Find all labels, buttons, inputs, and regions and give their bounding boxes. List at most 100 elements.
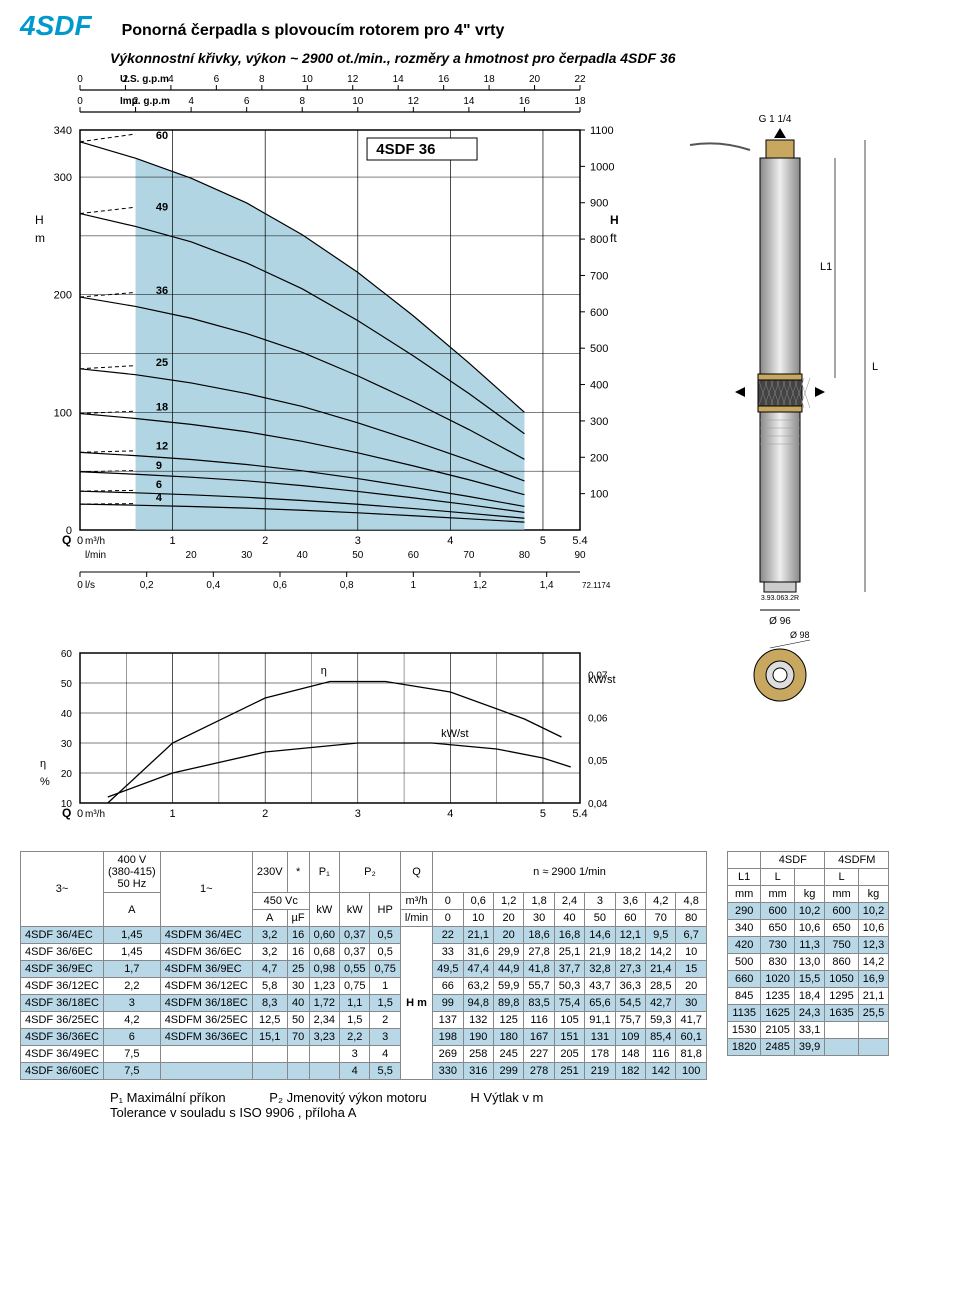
svg-text:60: 60 <box>61 649 73 660</box>
svg-text:9: 9 <box>156 460 162 472</box>
svg-text:l/min: l/min <box>85 550 106 561</box>
svg-text:12: 12 <box>156 440 168 452</box>
svg-text:18: 18 <box>484 74 496 85</box>
svg-text:6: 6 <box>244 96 250 107</box>
svg-text:0,2: 0,2 <box>140 580 154 591</box>
svg-text:0,8: 0,8 <box>340 580 354 591</box>
svg-text:H: H <box>35 213 44 227</box>
pump-diagram: G 1 1/43.93.063.2RL1LØ 96Ø 98 <box>670 100 900 720</box>
svg-text:4: 4 <box>156 492 163 504</box>
svg-text:30: 30 <box>61 739 73 750</box>
svg-text:80: 80 <box>519 550 531 561</box>
svg-text:U.S. g.p.m: U.S. g.p.m <box>120 74 169 85</box>
footer-p1: P₁ Maximální příkon <box>110 1090 226 1105</box>
svg-text:0: 0 <box>77 808 83 820</box>
svg-text:60: 60 <box>408 550 420 561</box>
svg-text:Ø 96: Ø 96 <box>769 616 791 627</box>
svg-text:30: 30 <box>241 550 253 561</box>
svg-text:400: 400 <box>590 380 608 392</box>
svg-text:4: 4 <box>447 808 453 820</box>
curve-description: Výkonnostní křivky, výkon ~ 2900 ot./min… <box>110 50 940 66</box>
svg-text:18: 18 <box>156 402 168 414</box>
svg-text:8: 8 <box>259 74 265 85</box>
svg-text:1: 1 <box>170 808 176 820</box>
svg-text:600: 600 <box>590 307 608 319</box>
svg-text:25: 25 <box>156 357 168 369</box>
svg-text:72.1174: 72.1174 <box>582 581 611 590</box>
main-title: 4SDF <box>20 10 92 42</box>
svg-text:700: 700 <box>590 270 608 282</box>
svg-text:4SDF 36: 4SDF 36 <box>376 141 435 158</box>
svg-text:90: 90 <box>574 550 586 561</box>
svg-text:3: 3 <box>355 808 361 820</box>
svg-text:100: 100 <box>54 407 72 419</box>
svg-text:10: 10 <box>352 96 364 107</box>
svg-text:500: 500 <box>590 343 608 355</box>
svg-text:20: 20 <box>529 74 541 85</box>
svg-text:1,4: 1,4 <box>540 580 554 591</box>
svg-text:0,05: 0,05 <box>588 756 608 767</box>
spec-table: 3~400 V(380-415)50 Hz1~230V*P₁P₂Qn ≈ 290… <box>20 851 707 1080</box>
svg-text:100: 100 <box>590 489 608 501</box>
svg-text:Q: Q <box>62 533 71 547</box>
svg-text:m³/h: m³/h <box>85 809 105 820</box>
svg-text:3: 3 <box>355 535 361 547</box>
svg-text:20: 20 <box>61 769 73 780</box>
svg-text:H: H <box>610 213 619 227</box>
efficiency-chart: 0123455.41020304050600,040,050,060,07ηkW… <box>20 643 640 833</box>
svg-text:kW/st: kW/st <box>441 728 469 740</box>
svg-text:12: 12 <box>347 74 359 85</box>
svg-text:G 1 1/4: G 1 1/4 <box>759 114 792 125</box>
svg-text:kW/st: kW/st <box>588 674 616 686</box>
svg-text:8: 8 <box>299 96 305 107</box>
svg-text:800: 800 <box>590 234 608 246</box>
svg-text:4: 4 <box>447 535 453 547</box>
svg-text:200: 200 <box>590 452 608 464</box>
svg-text:Imp. g.p.m: Imp. g.p.m <box>120 96 170 107</box>
svg-text:5: 5 <box>540 808 546 820</box>
svg-text:70: 70 <box>463 550 475 561</box>
svg-text:2: 2 <box>262 535 268 547</box>
svg-text:16: 16 <box>438 74 450 85</box>
svg-text:1: 1 <box>411 580 417 591</box>
svg-text:0,04: 0,04 <box>588 799 608 810</box>
svg-text:200: 200 <box>54 290 72 302</box>
svg-text:0: 0 <box>77 96 83 107</box>
svg-text:5.4: 5.4 <box>572 808 587 820</box>
svg-text:1000: 1000 <box>590 161 614 173</box>
svg-text:0: 0 <box>77 74 83 85</box>
svg-text:ft: ft <box>610 231 617 245</box>
svg-text:12: 12 <box>408 96 420 107</box>
svg-text:5: 5 <box>540 535 546 547</box>
svg-text:0: 0 <box>77 535 83 547</box>
svg-text:2: 2 <box>262 808 268 820</box>
svg-text:36: 36 <box>156 285 168 297</box>
svg-text:Ø 98: Ø 98 <box>790 630 810 640</box>
svg-text:6: 6 <box>156 479 162 491</box>
svg-text:m³/h: m³/h <box>85 536 105 547</box>
svg-text:340: 340 <box>54 125 72 137</box>
svg-text:18: 18 <box>574 96 586 107</box>
svg-text:0,4: 0,4 <box>206 580 220 591</box>
svg-text:η: η <box>40 758 46 770</box>
svg-text:1100: 1100 <box>590 125 614 137</box>
footer-legend: P₁ Maximální příkon P₂ Jmenovitý výkon m… <box>110 1090 940 1120</box>
dimension-table: 4SDF4SDFML1LLmmmmkgmmkg29060010,260010,2… <box>727 851 889 1056</box>
svg-text:900: 900 <box>590 198 608 210</box>
svg-text:14: 14 <box>393 74 405 85</box>
svg-text:m: m <box>35 231 45 245</box>
svg-text:3.93.063.2R: 3.93.063.2R <box>761 595 799 602</box>
svg-text:10: 10 <box>302 74 314 85</box>
svg-text:60: 60 <box>156 130 168 142</box>
svg-text:L: L <box>872 361 878 373</box>
svg-text:0,06: 0,06 <box>588 713 608 724</box>
svg-text:49: 49 <box>156 202 168 214</box>
svg-text:l/s: l/s <box>85 580 95 591</box>
svg-text:16: 16 <box>519 96 531 107</box>
footer-h: H Výtlak v m <box>470 1090 543 1105</box>
svg-text:1,2: 1,2 <box>473 580 487 591</box>
svg-text:4: 4 <box>168 74 174 85</box>
svg-text:%: % <box>40 776 50 788</box>
footer-p2: P₂ Jmenovitý výkon motoru <box>269 1090 427 1105</box>
svg-text:Q: Q <box>62 806 71 820</box>
